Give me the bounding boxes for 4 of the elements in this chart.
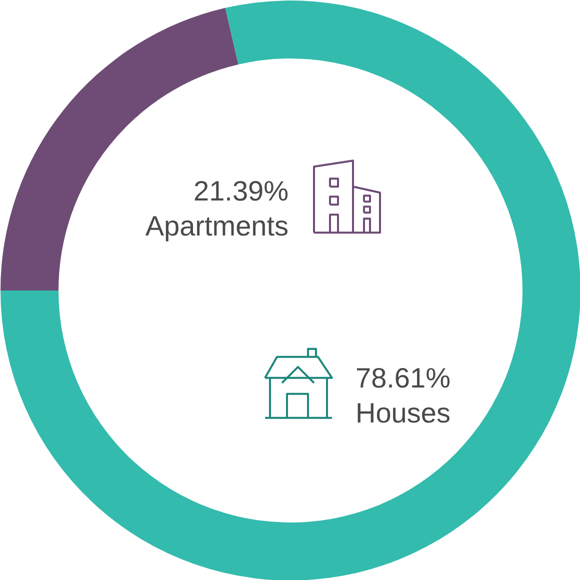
- data-label: 21.39%: [194, 176, 289, 207]
- data-label: 78.61%: [356, 362, 450, 394]
- slice-label: Houses: [356, 397, 450, 428]
- slice-label: Apartments: [145, 210, 288, 242]
